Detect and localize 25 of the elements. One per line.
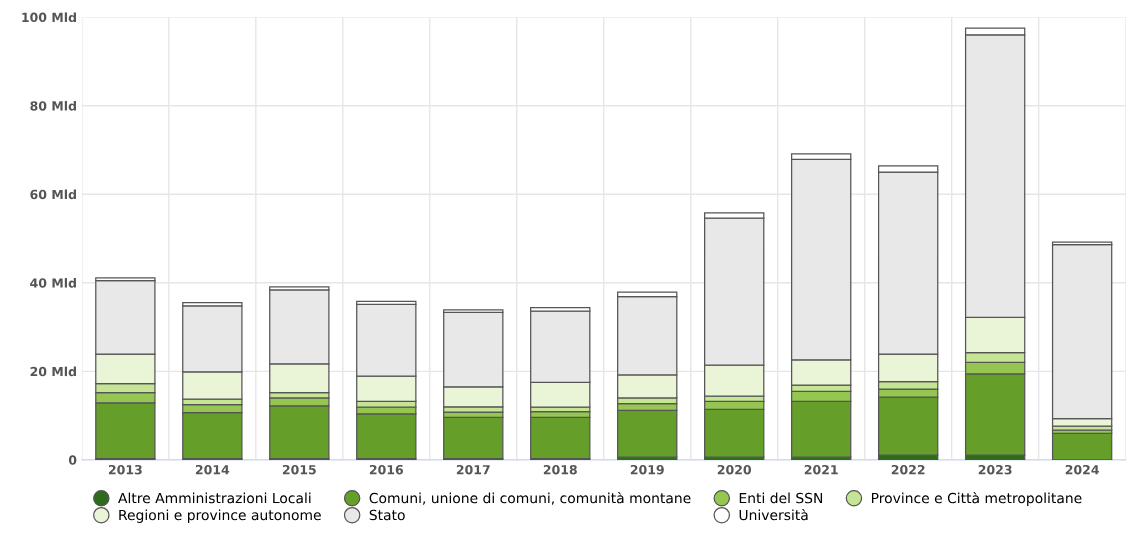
- y-tick-label: 40 Mld: [30, 278, 76, 288]
- x-tick-label: 2017: [456, 464, 490, 475]
- x-tick-label: 2020: [717, 464, 752, 475]
- x-tick-label: 2022: [891, 464, 925, 475]
- legend-label: Province e Città metropolitane: [871, 492, 1082, 507]
- x-tick-label: 2023: [978, 464, 1012, 475]
- y-tick-label: 60 Mld: [30, 189, 76, 200]
- y-tick-label: 20 Mld: [30, 366, 76, 377]
- x-tick-label: 2016: [369, 464, 404, 475]
- y-tick-label: 0: [68, 455, 77, 465]
- legend-label: Regioni e province autonome: [119, 509, 321, 523]
- legend-label: Comuni, unione di comuni, comunità montane: [369, 492, 691, 505]
- legend-label: Enti del SSN: [739, 492, 823, 504]
- x-tick-label: 2015: [282, 464, 316, 475]
- x-tick-label: 2021: [804, 464, 838, 475]
- y-tick-label: 100 Mld: [22, 12, 76, 23]
- x-tick-label: 2024: [1065, 464, 1099, 475]
- legend-label: Altre Amministrazioni Locali: [118, 492, 311, 504]
- y-tick-label: 80 Mld: [30, 100, 76, 111]
- legend-label: Stato: [369, 509, 405, 521]
- legend-label: Università: [739, 508, 808, 521]
- x-tick-label: 2013: [108, 464, 142, 475]
- x-tick-label: 2014: [195, 464, 230, 475]
- x-tick-label: 2019: [630, 464, 664, 475]
- x-tick-label: 2018: [543, 464, 577, 475]
